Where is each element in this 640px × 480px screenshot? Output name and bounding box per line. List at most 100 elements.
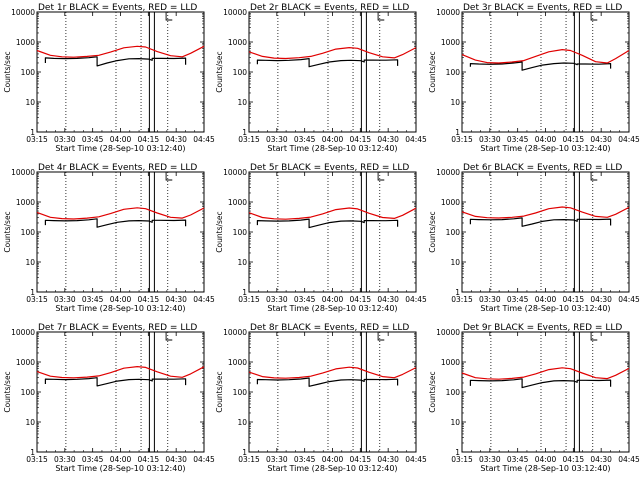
y-tick-label: 10 <box>25 258 35 267</box>
x-tick-label: 04:45 <box>618 135 640 144</box>
y-axis-label: Counts/sec <box>3 211 12 252</box>
y-axis-label: Counts/sec <box>215 371 224 412</box>
x-tick-label: 04:15 <box>563 135 585 144</box>
chart-panel-7: Det 7r BLACK = Events, RED = LLD 1 10 100 10… <box>3 323 215 473</box>
y-tick-label: 100 <box>21 68 36 77</box>
x-tick-label: 03:15 <box>238 295 260 304</box>
x-tick-label: 04:00 <box>535 135 557 144</box>
chart-panel-3: Det 3r BLACK = Events, RED = LLD 1 10 100 10… <box>428 3 640 153</box>
chart-title: Det 6r BLACK = Events, RED = LLD <box>463 163 622 173</box>
x-tick-label: 03:45 <box>82 455 104 464</box>
x-tick-label: 04:45 <box>618 455 640 464</box>
chart-title: Det 3r BLACK = Events, RED = LLD <box>463 3 622 13</box>
bracket-mark <box>590 12 598 21</box>
x-tick-label: 04:15 <box>138 455 160 464</box>
y-tick-label: 1 <box>242 448 247 457</box>
plot-frame <box>248 171 417 293</box>
chart-title: Det 7r BLACK = Events, RED = LLD <box>38 323 197 333</box>
bracket-mark <box>590 332 598 341</box>
y-tick-label: 100 <box>233 68 248 77</box>
x-tick-label: 03:45 <box>507 135 529 144</box>
series-line-events <box>469 378 612 389</box>
x-tick-label: 03:15 <box>238 455 260 464</box>
x-tick-label: 04:45 <box>405 135 427 144</box>
y-tick-label: 10 <box>25 98 35 107</box>
chart-title: Det 2r BLACK = Events, RED = LLD <box>250 3 409 13</box>
x-tick-label: 03:45 <box>507 295 529 304</box>
x-tick-label: 04:15 <box>350 295 372 304</box>
x-tick-label: 04:30 <box>590 295 612 304</box>
x-tick-label: 03:30 <box>266 135 288 144</box>
x-axis-label: Start Time (28-Sep-10 03:12:40) <box>267 304 397 313</box>
y-tick-label: 1000 <box>228 38 247 47</box>
chart-panel-6: Det 6r BLACK = Events, RED = LLD 1 10 100 10… <box>428 163 640 313</box>
y-tick-label: 10 <box>450 418 460 427</box>
plot-frame <box>36 331 205 453</box>
bracket-mark <box>377 12 385 21</box>
bracket-mark <box>165 172 173 181</box>
x-tick-label: 04:30 <box>590 135 612 144</box>
y-tick-label: 10000 <box>11 168 35 177</box>
y-tick-label: 10 <box>237 98 247 107</box>
x-tick-label: 03:15 <box>26 455 48 464</box>
x-tick-label: 04:00 <box>535 295 557 304</box>
series-line-lld <box>248 207 417 220</box>
x-axis-label: Start Time (28-Sep-10 03:12:40) <box>55 304 185 313</box>
x-axis-label: Start Time (28-Sep-10 03:12:40) <box>55 464 185 473</box>
series-line-lld <box>36 366 205 379</box>
y-tick-label: 10 <box>450 98 460 107</box>
x-axis-label: Start Time (28-Sep-10 03:12:40) <box>267 464 397 473</box>
y-axis-label: Counts/sec <box>3 371 12 412</box>
y-tick-label: 10000 <box>223 328 247 337</box>
y-tick-label: 1000 <box>228 198 247 207</box>
x-tick-label: 04:30 <box>590 455 612 464</box>
y-tick-label: 10 <box>237 258 247 267</box>
x-tick-label: 04:00 <box>322 295 344 304</box>
y-axis-label: Counts/sec <box>3 51 12 92</box>
chart-title: Det 4r BLACK = Events, RED = LLD <box>38 163 197 173</box>
y-tick-label: 1 <box>30 288 35 297</box>
x-tick-label: 03:30 <box>266 295 288 304</box>
x-tick-label: 03:45 <box>294 135 316 144</box>
x-tick-label: 04:45 <box>193 455 215 464</box>
y-tick-label: 1 <box>242 288 247 297</box>
y-tick-label: 10 <box>25 418 35 427</box>
chart-panel-8: Det 8r BLACK = Events, RED = LLD 1 10 100 10… <box>215 323 427 473</box>
x-tick-label: 04:15 <box>138 135 160 144</box>
x-tick-label: 03:45 <box>294 295 316 304</box>
series-line-lld <box>36 45 205 58</box>
y-tick-label: 100 <box>446 228 461 237</box>
y-tick-label: 1 <box>30 448 35 457</box>
x-tick-label: 04:45 <box>618 295 640 304</box>
bracket-mark <box>377 172 385 181</box>
x-tick-label: 04:30 <box>377 135 399 144</box>
bracket-mark <box>165 12 173 21</box>
x-tick-label: 03:30 <box>479 295 501 304</box>
x-tick-label: 03:15 <box>238 135 260 144</box>
x-tick-label: 03:15 <box>451 135 473 144</box>
x-axis-label: Start Time (28-Sep-10 03:12:40) <box>55 144 185 153</box>
y-tick-label: 1000 <box>228 358 247 367</box>
series-line-events <box>256 57 399 68</box>
y-axis-label: Counts/sec <box>428 51 437 92</box>
x-tick-label: 03:30 <box>266 455 288 464</box>
chart-panel-1: Det 1r BLACK = Events, RED = LLD 1 10 100 10… <box>3 3 215 153</box>
plot-frame <box>36 171 205 293</box>
y-tick-label: 1000 <box>441 358 460 367</box>
x-tick-label: 04:15 <box>138 295 160 304</box>
x-tick-label: 04:45 <box>405 455 427 464</box>
series-line-events <box>469 61 612 71</box>
series-line-events <box>469 217 612 227</box>
x-tick-label: 03:15 <box>451 455 473 464</box>
plot-frame <box>461 331 630 453</box>
y-axis-label: Counts/sec <box>215 211 224 252</box>
plot-frame <box>461 171 630 293</box>
x-axis-label: Start Time (28-Sep-10 03:12:40) <box>480 304 610 313</box>
chart-title: Det 5r BLACK = Events, RED = LLD <box>250 163 409 173</box>
x-tick-label: 04:30 <box>165 295 187 304</box>
x-tick-label: 04:00 <box>110 455 132 464</box>
y-axis-label: Counts/sec <box>428 211 437 252</box>
x-tick-label: 03:30 <box>54 295 76 304</box>
y-tick-label: 10000 <box>11 8 35 17</box>
